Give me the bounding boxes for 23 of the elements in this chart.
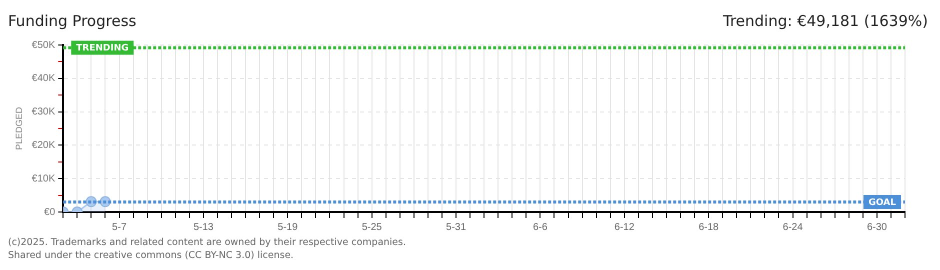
y-tick-label: €40K xyxy=(32,73,56,84)
ref-line-label: GOAL xyxy=(868,198,896,208)
x-tick-label: 6-6 xyxy=(532,222,548,233)
x-tick-label: 5-13 xyxy=(193,222,214,233)
x-tick-label: 6-18 xyxy=(698,222,720,233)
y-tick-label: €20K xyxy=(32,140,56,151)
x-tick-label: 6-24 xyxy=(782,222,804,233)
y-tick-label: €0 xyxy=(44,206,56,218)
text: (c)2025. Trademarks and related content are owned by their respective companies. xyxy=(8,236,406,249)
ref-line-label: TRENDING xyxy=(76,44,129,54)
y-axis-title: PLEDGED xyxy=(14,106,24,150)
x-tick-label: 5-7 xyxy=(112,222,127,233)
x-tick-label: 5-31 xyxy=(446,222,466,233)
text: Trending: €49,181 (1639%) xyxy=(723,12,928,30)
y-tick-label: €30K xyxy=(32,106,56,118)
text: Shared under the creative commons (CC BY-NC 3.0) license. xyxy=(8,249,295,262)
y-tick-label: €10K xyxy=(32,173,56,184)
chart-title: Funding Progress xyxy=(8,12,136,30)
x-tick-label: 6-30 xyxy=(866,222,888,233)
x-tick-label: 6-12 xyxy=(614,222,635,233)
y-tick-label: €50K xyxy=(32,40,56,51)
x-tick-label: 5-25 xyxy=(362,222,382,233)
x-tick-label: 5-19 xyxy=(278,222,298,233)
